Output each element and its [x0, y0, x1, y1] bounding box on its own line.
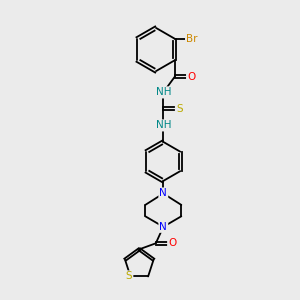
- Text: O: O: [168, 238, 176, 248]
- Text: N: N: [159, 222, 167, 232]
- Text: Br: Br: [186, 34, 198, 44]
- Text: N: N: [159, 188, 167, 199]
- Text: S: S: [126, 272, 132, 281]
- Text: S: S: [176, 104, 183, 114]
- Text: O: O: [187, 72, 195, 82]
- Text: NH: NH: [156, 120, 171, 130]
- Text: NH: NH: [156, 87, 171, 98]
